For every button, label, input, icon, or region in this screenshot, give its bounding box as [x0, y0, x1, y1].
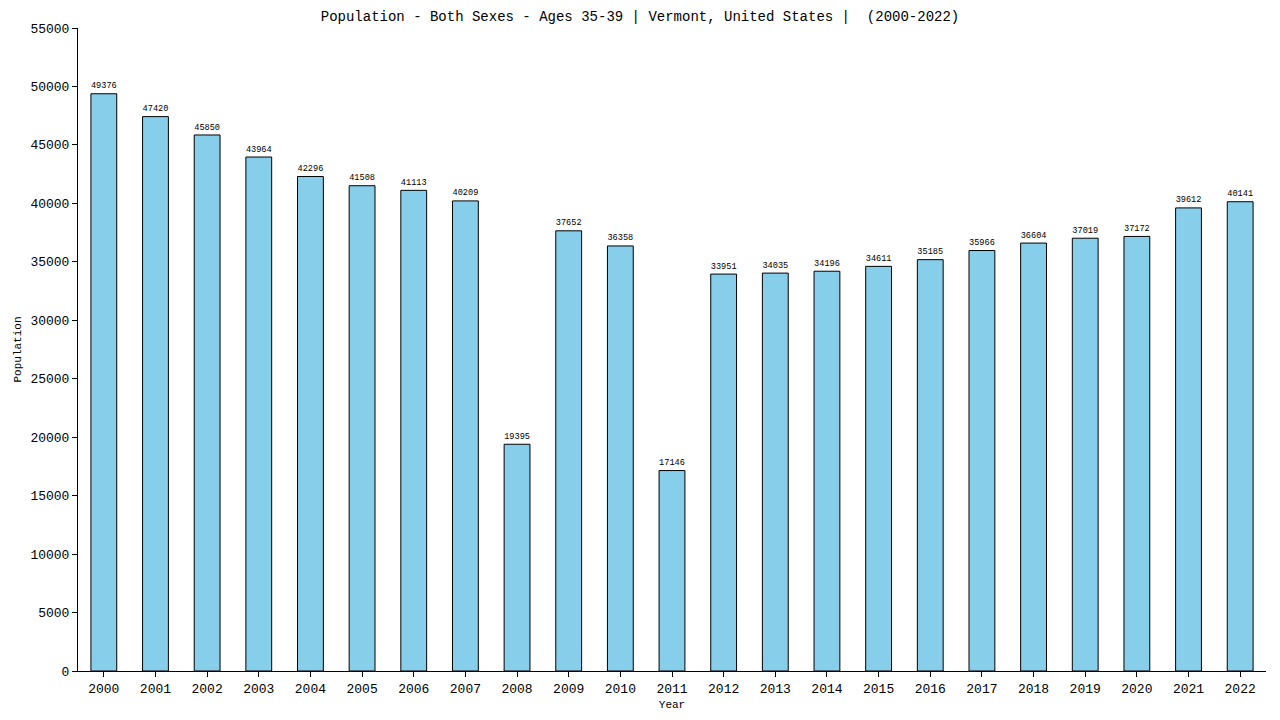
svg-text:Population - Both Sexes - Ages: Population - Both Sexes - Ages 35-39 | V…	[321, 9, 960, 25]
svg-text:2006: 2006	[398, 682, 429, 697]
svg-text:20000: 20000	[30, 431, 69, 446]
svg-text:2012: 2012	[708, 682, 739, 697]
svg-text:36604: 36604	[1021, 231, 1047, 241]
svg-text:36358: 36358	[607, 233, 633, 243]
svg-text:35966: 35966	[969, 238, 995, 248]
svg-text:15000: 15000	[30, 489, 69, 504]
svg-text:2009: 2009	[553, 682, 584, 697]
svg-text:17146: 17146	[659, 458, 685, 468]
svg-text:19395: 19395	[504, 432, 530, 442]
svg-text:39612: 39612	[1176, 195, 1202, 205]
svg-text:34035: 34035	[762, 261, 788, 271]
svg-text:50000: 50000	[30, 80, 69, 95]
svg-text:45850: 45850	[194, 123, 220, 133]
svg-text:45000: 45000	[30, 138, 69, 153]
svg-text:0: 0	[62, 665, 70, 680]
svg-text:2019: 2019	[1070, 682, 1101, 697]
svg-text:2022: 2022	[1225, 682, 1256, 697]
svg-text:37652: 37652	[556, 218, 582, 228]
svg-text:2001: 2001	[140, 682, 171, 697]
svg-text:Population: Population	[12, 316, 24, 382]
svg-text:35185: 35185	[917, 247, 943, 257]
svg-text:37019: 37019	[1072, 226, 1098, 236]
svg-text:55000: 55000	[30, 22, 69, 37]
svg-text:40000: 40000	[30, 197, 69, 212]
svg-text:41508: 41508	[349, 173, 375, 183]
svg-text:2010: 2010	[605, 682, 636, 697]
svg-text:34611: 34611	[866, 254, 892, 264]
svg-text:2013: 2013	[760, 682, 791, 697]
svg-text:2017: 2017	[966, 682, 997, 697]
svg-text:2016: 2016	[915, 682, 946, 697]
svg-text:47420: 47420	[143, 104, 169, 114]
svg-text:2002: 2002	[192, 682, 223, 697]
svg-text:2014: 2014	[811, 682, 842, 697]
svg-text:2007: 2007	[450, 682, 481, 697]
svg-text:35000: 35000	[30, 255, 69, 270]
svg-text:40209: 40209	[452, 188, 478, 198]
svg-text:2020: 2020	[1121, 682, 1152, 697]
svg-text:40141: 40141	[1227, 189, 1253, 199]
svg-text:25000: 25000	[30, 372, 69, 387]
svg-text:5000: 5000	[38, 606, 69, 621]
svg-text:49376: 49376	[91, 81, 117, 91]
svg-text:2015: 2015	[863, 682, 894, 697]
svg-text:2000: 2000	[88, 682, 119, 697]
svg-text:2018: 2018	[1018, 682, 1049, 697]
svg-text:2005: 2005	[346, 682, 377, 697]
svg-text:37172: 37172	[1124, 224, 1150, 234]
svg-text:34196: 34196	[814, 259, 840, 269]
svg-text:33951: 33951	[711, 262, 737, 272]
svg-text:41113: 41113	[401, 178, 427, 188]
svg-text:10000: 10000	[30, 548, 69, 563]
svg-text:2011: 2011	[656, 682, 687, 697]
svg-text:2008: 2008	[501, 682, 532, 697]
svg-text:Year: Year	[659, 699, 685, 711]
svg-text:30000: 30000	[30, 314, 69, 329]
svg-text:2004: 2004	[295, 682, 326, 697]
svg-text:43964: 43964	[246, 145, 272, 155]
svg-text:2021: 2021	[1173, 682, 1204, 697]
svg-text:42296: 42296	[298, 164, 324, 174]
svg-text:2003: 2003	[243, 682, 274, 697]
